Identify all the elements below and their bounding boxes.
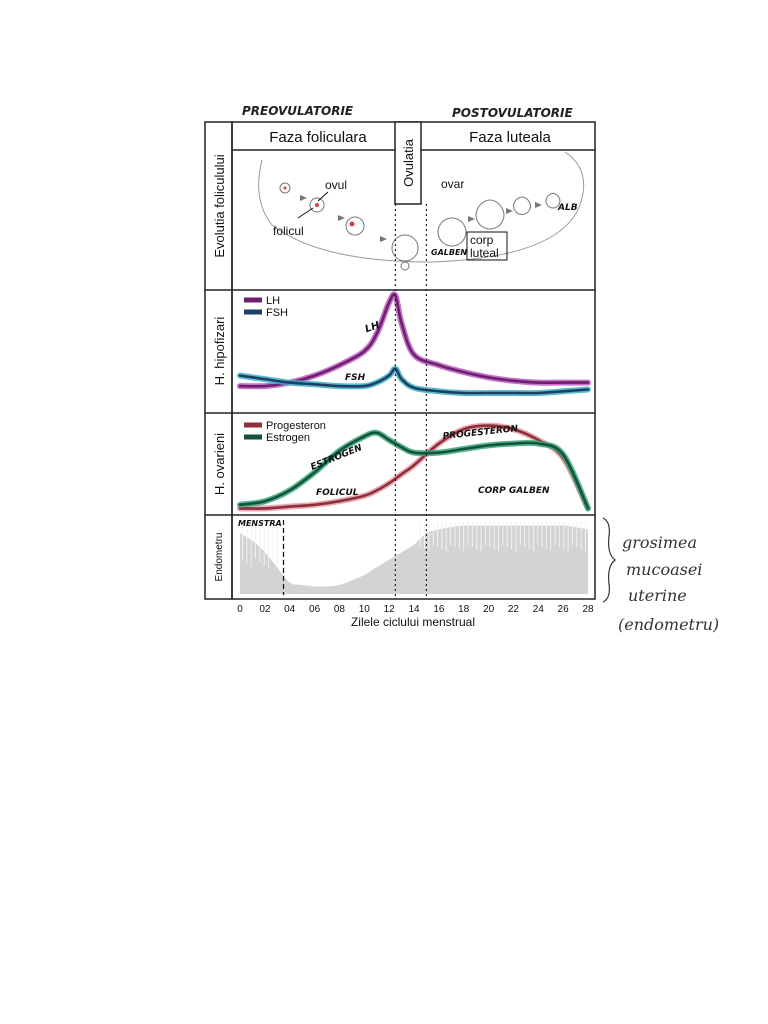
follicle-evolution-diagram: ovul folicul ovar GALBEN corp luteal ALB xyxy=(258,151,585,271)
side-note: grosimea mucoasei uterine (endometru) xyxy=(602,517,719,634)
white-label: ALB xyxy=(557,203,578,213)
x-tick-label: 04 xyxy=(284,604,296,615)
side-note-line-2: mucoasei xyxy=(626,560,702,579)
pituitary-chart xyxy=(237,291,591,397)
x-tick-label: 28 xyxy=(582,604,594,615)
x-tick-label: 16 xyxy=(433,604,445,615)
ovulation-guides xyxy=(394,204,427,599)
follicle-label: folicul xyxy=(273,224,304,238)
row-label-ovarian: H. ovarieni xyxy=(212,433,227,495)
corpus-luteum-annotation: CORP GALBEN xyxy=(478,486,550,496)
legend-label-estrogen: Estrogen xyxy=(266,432,310,444)
fsh-curve-annotation: FSH xyxy=(345,373,366,383)
primary-follicle xyxy=(309,197,325,213)
corpus-albicans-shape xyxy=(545,193,561,209)
progress-arrow-1 xyxy=(300,195,307,201)
corpus-luteum-label-2: luteal xyxy=(470,246,499,260)
progress-arrow-2 xyxy=(338,215,345,221)
mature-follicle xyxy=(391,234,419,262)
x-tick-label: 12 xyxy=(384,604,396,615)
x-tick-label: 0 xyxy=(237,604,243,615)
menstruation-annotation: MENSTRA xyxy=(238,519,282,528)
primary-follicle-core xyxy=(315,203,319,207)
secondary-follicle-core xyxy=(349,221,355,227)
x-tick-label: 22 xyxy=(508,604,520,615)
ovulation-title: Ovulatia xyxy=(401,138,416,186)
primordial-follicle-1-core xyxy=(283,186,287,190)
postovulatory-header: POSTOVULATORIE xyxy=(452,106,574,120)
x-tick-label: 14 xyxy=(408,604,420,615)
primordial-follicle-1 xyxy=(279,182,291,194)
corpus-luteum-shape xyxy=(475,199,505,230)
side-note-line-3: uterine xyxy=(628,586,687,605)
lh-curve-line xyxy=(238,292,590,388)
progress-arrow-6 xyxy=(535,202,542,208)
side-note-line-1: grosimea xyxy=(622,533,697,552)
progress-arrow-5 xyxy=(506,208,513,214)
side-note-line-4: (endometru) xyxy=(618,615,719,634)
row-label-column xyxy=(204,121,233,600)
endometrium-chart xyxy=(240,522,588,594)
yellow-label: GALBEN xyxy=(431,248,467,257)
estrogen-curve-annotation: ESTROGEN xyxy=(309,443,364,473)
row-label-endometrium: Endometru xyxy=(214,533,225,582)
x-axis-label: Zilele ciclului menstrual xyxy=(351,615,475,629)
x-axis-ticks: 0 02 04 06 08 10 12 14 16 18 20 22 24 26 28 xyxy=(237,604,594,615)
progress-arrow-4 xyxy=(468,216,475,222)
x-tick-label: 10 xyxy=(359,604,371,615)
legend-label-lh: LH xyxy=(266,295,280,307)
follicle-phase-annotation: FOLICUL xyxy=(316,488,359,498)
side-note-brace xyxy=(602,517,616,603)
row-label-pituitary: H. hipofizari xyxy=(212,317,227,386)
x-tick-label: 24 xyxy=(533,604,545,615)
ovary-label: ovar xyxy=(441,177,464,191)
x-tick-label: 26 xyxy=(558,604,570,615)
corpus-luteum-label-1: corp xyxy=(470,233,494,247)
pituitary-legend: LH FSH xyxy=(244,295,288,319)
follicle-arrow xyxy=(297,207,314,219)
x-tick-label: 08 xyxy=(334,604,346,615)
x-tick-label: 18 xyxy=(458,604,470,615)
ovulation-box xyxy=(394,121,422,205)
ovary-outline xyxy=(258,151,585,263)
corpus-luteum-box xyxy=(466,231,508,261)
endometrium-area xyxy=(240,525,588,594)
estrogen-curve-line xyxy=(238,431,590,510)
released-ovum xyxy=(400,261,410,271)
lh-curve-highlight xyxy=(237,291,591,390)
progress-arrow-3 xyxy=(380,236,387,242)
x-tick-label: 20 xyxy=(483,604,495,615)
fsh-curve-line xyxy=(238,367,590,395)
ovum-label: ovul xyxy=(325,178,347,192)
legend-label-progesterone: Progesteron xyxy=(266,420,326,432)
progesterone-curve-line xyxy=(238,424,590,510)
ovarian-legend: Progesteron Estrogen xyxy=(244,420,326,444)
x-tick-label: 06 xyxy=(309,604,321,615)
lh-curve-annotation: LH xyxy=(364,320,382,336)
ruptured-follicle xyxy=(437,217,467,247)
regressing-corpus xyxy=(513,196,531,215)
follicular-phase-title: Faza foliculara xyxy=(269,129,367,146)
legend-label-fsh: FSH xyxy=(266,307,288,319)
secondary-follicle xyxy=(345,216,365,236)
x-tick-label: 02 xyxy=(259,604,271,615)
luteal-phase-title: Faza luteala xyxy=(469,129,551,146)
preovulatory-header: PREOVULATORIE xyxy=(242,104,354,118)
ovarian-chart xyxy=(237,422,591,512)
row-label-follicle: Evolutia foliculului xyxy=(212,154,227,257)
ovum-arrow xyxy=(317,191,329,202)
